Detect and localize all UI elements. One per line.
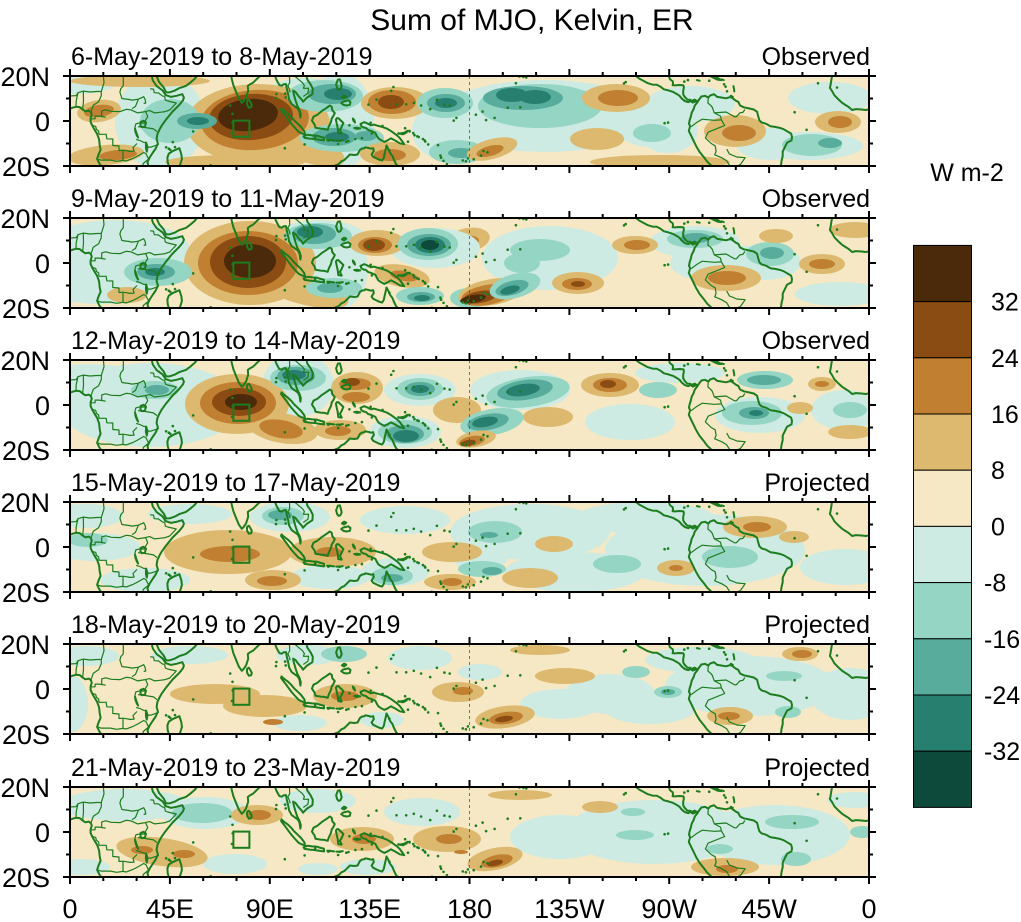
svg-text:20S: 20S xyxy=(2,436,50,466)
svg-text:20N: 20N xyxy=(0,773,50,803)
svg-text:20N: 20N xyxy=(0,62,50,92)
svg-text:90E: 90E xyxy=(246,894,294,922)
svg-text:20S: 20S xyxy=(2,294,50,324)
svg-text:Observed: Observed xyxy=(762,327,870,355)
svg-text:20N: 20N xyxy=(0,346,50,376)
svg-text:-8: -8 xyxy=(984,570,1006,598)
svg-text:12-May-2019 to 14-May-2019: 12-May-2019 to 14-May-2019 xyxy=(71,327,400,355)
svg-text:45E: 45E xyxy=(146,894,194,922)
svg-text:45W: 45W xyxy=(741,894,797,922)
svg-text:20S: 20S xyxy=(2,578,50,608)
svg-text:-32: -32 xyxy=(984,738,1020,766)
svg-text:0: 0 xyxy=(991,513,1005,541)
svg-text:0: 0 xyxy=(35,249,50,279)
svg-text:0: 0 xyxy=(861,894,876,922)
svg-text:135W: 135W xyxy=(534,894,605,922)
svg-text:0: 0 xyxy=(35,391,50,421)
svg-text:16: 16 xyxy=(991,401,1019,429)
svg-text:-16: -16 xyxy=(984,626,1020,654)
svg-text:9-May-2019 to 11-May-2019: 9-May-2019 to 11-May-2019 xyxy=(71,185,385,213)
svg-text:20N: 20N xyxy=(0,488,50,518)
svg-text:20S: 20S xyxy=(2,152,50,182)
svg-text:Sum of MJO, Kelvin, ER: Sum of MJO, Kelvin, ER xyxy=(370,4,693,37)
svg-text:Observed: Observed xyxy=(762,185,870,213)
svg-text:Observed: Observed xyxy=(762,43,870,71)
svg-text:0: 0 xyxy=(35,818,50,848)
svg-text:32: 32 xyxy=(991,289,1019,317)
svg-text:0: 0 xyxy=(35,675,50,705)
svg-text:24: 24 xyxy=(991,345,1019,373)
svg-text:21-May-2019 to 23-May-2019: 21-May-2019 to 23-May-2019 xyxy=(71,754,400,782)
svg-text:15-May-2019 to 17-May-2019: 15-May-2019 to 17-May-2019 xyxy=(71,469,400,497)
svg-text:Projected: Projected xyxy=(764,469,870,497)
svg-text:-24: -24 xyxy=(984,682,1020,710)
svg-text:0: 0 xyxy=(35,533,50,563)
svg-text:20N: 20N xyxy=(0,204,50,234)
svg-text:90W: 90W xyxy=(641,894,697,922)
svg-text:135E: 135E xyxy=(338,894,401,922)
svg-text:180: 180 xyxy=(447,894,492,922)
svg-text:W m-2: W m-2 xyxy=(930,159,1004,187)
svg-text:8: 8 xyxy=(991,457,1005,485)
svg-text:Projected: Projected xyxy=(764,611,870,639)
svg-text:0: 0 xyxy=(62,894,77,922)
svg-text:20N: 20N xyxy=(0,630,50,660)
svg-text:20S: 20S xyxy=(2,863,50,893)
svg-text:18-May-2019 to 20-May-2019: 18-May-2019 to 20-May-2019 xyxy=(71,611,400,639)
svg-text:Projected: Projected xyxy=(764,754,870,782)
svg-text:6-May-2019 to 8-May-2019: 6-May-2019 to 8-May-2019 xyxy=(71,43,373,71)
svg-text:0: 0 xyxy=(35,107,50,137)
svg-text:20S: 20S xyxy=(2,720,50,750)
